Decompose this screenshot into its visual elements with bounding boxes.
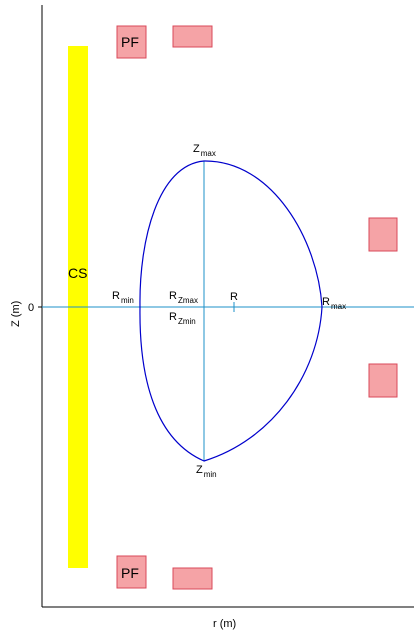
y-axis-label: Z (m) [10,301,22,327]
pf-coil-top-label: PF [121,34,139,50]
r-zmax-sub: Zmax [178,296,198,305]
pf-coil-right-lower [368,363,398,398]
z-min-main: Z [196,464,203,476]
r-zmax-main: R [169,290,177,302]
r-zmax-label: RZmax [169,290,198,305]
r-max-sub: max [331,302,346,311]
zero-tick-label: 0 [28,302,34,314]
central-solenoid-label: CS [68,265,87,281]
pf-coil-top-outer [172,25,213,48]
pf-coil-bottom-label: PF [121,565,139,581]
z-min-sub: min [204,470,217,479]
r-center-label: R [230,291,238,303]
pf-coil-bottom-inner [116,555,147,589]
r-min-label: Rmin [112,290,134,305]
pf-coil-top-inner [116,25,147,59]
r-zmin-label: RZmin [169,311,196,326]
r-max-label: Rmax [322,296,346,311]
r-zmin-sub: Zmin [178,317,196,326]
z-min-label: Zmin [196,464,217,479]
r-max-main: R [322,296,330,308]
z-max-label: Zmax [193,143,216,158]
plasma-boundary [139,160,323,462]
z-max-main: Z [193,143,200,155]
z-max-sub: max [201,149,216,158]
pf-coil-right-upper [368,217,398,252]
pf-coil-bottom-outer [172,567,213,590]
r-min-main: R [112,290,120,302]
x-axis-label: r (m) [213,618,236,630]
r-min-sub: min [121,296,134,305]
r-zmin-main: R [169,311,177,323]
